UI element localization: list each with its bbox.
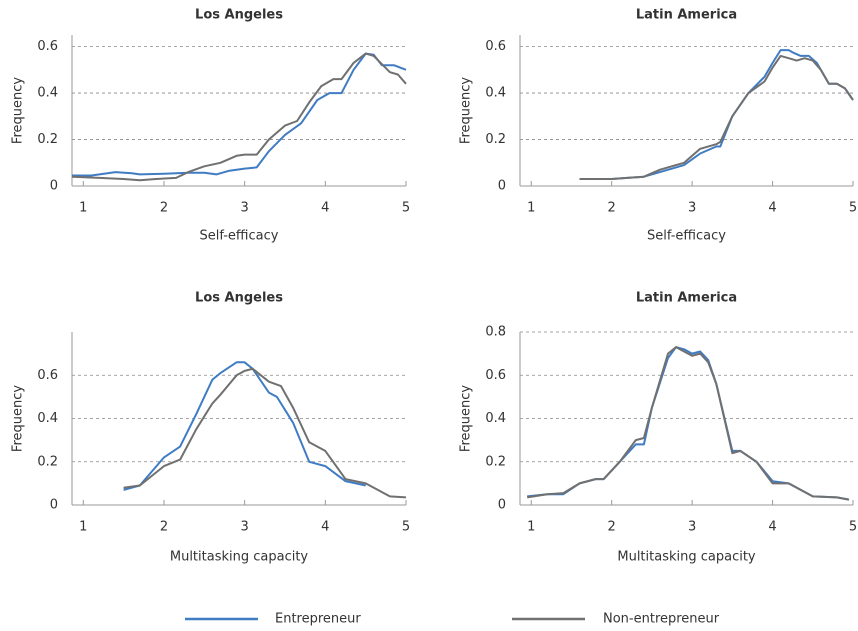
line-series [123,361,366,491]
y-tick-label: 0.2 [485,132,506,147]
x-tick-label: 1 [527,520,535,535]
line-series [72,52,407,177]
y-tick-label: 0.2 [485,454,506,469]
y-axis-label: Frequency [11,77,26,144]
x-tick-label: 5 [402,520,410,535]
y-tick-label: 0 [498,179,506,194]
x-tick-label: 2 [608,201,616,216]
x-tick-label: 2 [160,520,168,535]
x-tick-label: 1 [527,201,535,216]
y-axis-label: Frequency [11,385,26,452]
y-tick-label: 0.6 [37,39,58,54]
x-axis-label: Self-efficacy [200,229,279,244]
x-tick-label: 1 [79,201,87,216]
line-series [527,346,850,501]
line-series [71,52,407,182]
x-tick-label: 3 [688,520,696,535]
x-tick-label: 4 [768,520,776,535]
y-tick-label: 0.4 [485,86,506,101]
line-series [579,54,854,180]
x-axis-label: Multitasking capacity [170,550,309,565]
x-tick-label: 5 [849,201,857,216]
y-tick-label: 0.2 [37,454,58,469]
chart-title: Latin America [636,291,737,306]
y-tick-label: 0.6 [485,368,506,383]
x-tick-label: 3 [688,201,696,216]
line-series [579,49,854,180]
y-tick-label: 0 [50,179,58,194]
x-axis-label: Self-efficacy [647,229,726,244]
x-tick-label: 2 [160,201,168,216]
y-axis-label: Frequency [459,385,474,452]
chart-title: Los Angeles [195,291,283,306]
chart-title: Latin America [636,8,737,23]
line-series [527,346,850,501]
y-tick-label: 0.2 [37,132,58,147]
y-tick-label: 0.4 [37,86,58,101]
x-tick-label: 3 [241,520,249,535]
chart-title: Los Angeles [195,8,283,23]
y-tick-label: 0.8 [485,325,506,340]
y-axis-label: Frequency [459,77,474,144]
x-tick-label: 5 [849,520,857,535]
x-tick-label: 3 [241,201,249,216]
legend-label: Entrepreneur [275,612,361,627]
legend-label: Non-entrepreneur [603,612,720,627]
y-tick-label: 0.4 [485,411,506,426]
x-tick-label: 4 [321,520,329,535]
y-tick-label: 0.4 [37,411,58,426]
y-tick-label: 0.6 [485,39,506,54]
x-tick-label: 4 [321,201,329,216]
line-series [123,367,407,499]
x-tick-label: 4 [768,201,776,216]
y-tick-label: 0 [498,498,506,513]
y-tick-label: 0 [50,498,58,513]
y-tick-label: 0.6 [37,368,58,383]
x-tick-label: 2 [608,520,616,535]
x-tick-label: 1 [79,520,87,535]
x-tick-label: 5 [402,201,410,216]
x-axis-label: Multitasking capacity [617,550,756,565]
